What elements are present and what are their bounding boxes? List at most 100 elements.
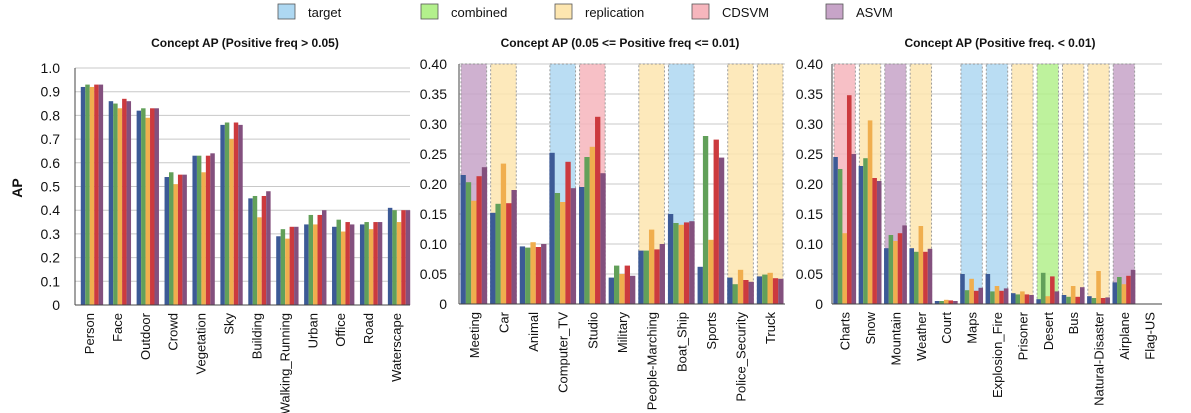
bar — [136, 110, 142, 305]
bar — [1061, 295, 1067, 304]
chart-title: Concept AP (Positive freq > 0.05) — [151, 36, 339, 50]
bar — [196, 155, 202, 305]
highlight-box — [960, 63, 983, 305]
bar — [359, 224, 365, 305]
y-tick-label: 0.05 — [420, 266, 447, 282]
bar — [643, 250, 649, 304]
bar — [471, 200, 477, 304]
bar — [1121, 284, 1127, 304]
y-tick-label: 0.10 — [796, 236, 823, 252]
legend-item-replication: replication — [554, 3, 644, 20]
x-tick-label: Sports — [704, 312, 719, 350]
bar — [978, 287, 984, 304]
y-axis-label: AP — [9, 178, 25, 197]
x-tick-label: Court — [939, 312, 954, 344]
bar — [1091, 298, 1097, 304]
highlight-box — [1036, 63, 1059, 305]
bar — [401, 210, 406, 305]
bar — [248, 198, 253, 305]
y-tick-label: 0.40 — [796, 56, 823, 72]
bar — [294, 226, 299, 305]
bar — [702, 136, 709, 304]
chart-panel-1: Concept AP (Positive freq > 0.05) 0 0.1 0.2… — [9, 36, 411, 413]
y-tick-label: 0.8 — [41, 107, 61, 123]
bar — [80, 86, 86, 306]
bar — [308, 214, 314, 305]
bar — [778, 278, 784, 304]
x-tick-label: Outdoor — [138, 312, 153, 360]
bar — [238, 124, 243, 305]
bar — [229, 139, 234, 305]
bar — [953, 301, 958, 304]
bar — [266, 191, 271, 305]
bar — [985, 274, 991, 304]
bar — [902, 225, 907, 304]
bar — [490, 212, 496, 304]
bar — [321, 210, 327, 305]
bar — [177, 174, 183, 305]
x-tick-label: Snow — [863, 311, 878, 344]
bar — [98, 84, 104, 305]
x-tick-label: Desert — [1041, 312, 1056, 351]
y-tick-label: 0.10 — [420, 236, 447, 252]
y-tick-label: 0 — [815, 296, 823, 312]
bar — [252, 195, 258, 305]
bar — [126, 101, 132, 306]
x-tick-label: Crowd — [166, 313, 181, 351]
bar — [1096, 271, 1101, 304]
bar — [108, 101, 114, 306]
bar — [994, 286, 1000, 304]
bar — [122, 98, 127, 305]
bar — [1087, 296, 1092, 304]
bar — [94, 84, 99, 305]
bar — [387, 207, 393, 305]
bar — [1126, 275, 1131, 304]
highlight-box — [1112, 63, 1136, 305]
bar — [863, 158, 868, 304]
x-tick-label: Meeting — [467, 312, 482, 358]
bar — [872, 178, 877, 304]
bar — [89, 86, 95, 306]
bar — [1020, 291, 1025, 304]
bar — [530, 242, 536, 304]
x-tick-label: Maps — [965, 312, 980, 344]
legend-swatch — [691, 3, 710, 20]
bar — [349, 224, 355, 305]
bar — [613, 265, 620, 304]
bar — [909, 248, 914, 304]
bar — [678, 224, 684, 304]
bar — [500, 163, 507, 304]
x-tick-label: Computer_TV — [556, 312, 571, 393]
x-tick-label: Person — [82, 313, 97, 354]
bar — [846, 95, 852, 304]
bar — [1112, 282, 1118, 304]
bar — [638, 250, 644, 304]
y-tick-label: 0 — [439, 296, 447, 312]
bar — [154, 108, 159, 305]
y-tick-label: 0.35 — [796, 86, 823, 102]
x-tick-label: Weather — [914, 311, 929, 361]
bar — [377, 222, 383, 305]
bar — [317, 214, 322, 305]
bar — [990, 291, 995, 304]
bar — [541, 244, 547, 304]
bar — [884, 248, 889, 304]
bar — [210, 153, 215, 305]
bar — [511, 190, 517, 304]
x-tick-label: Mountain — [888, 312, 903, 365]
legend-label: ASVM — [856, 5, 893, 20]
bar — [743, 280, 749, 304]
highlight-box — [1087, 63, 1110, 305]
bar — [205, 155, 211, 305]
legend-swatch — [277, 3, 296, 20]
bar — [332, 226, 337, 305]
bar — [560, 202, 566, 304]
bar — [1054, 291, 1060, 304]
x-tick-label: Prisoner — [1015, 311, 1030, 360]
bar — [842, 233, 847, 304]
bar — [969, 278, 974, 304]
x-tick-label: Boat_Ship — [674, 312, 689, 372]
bar — [164, 177, 170, 305]
y-tick-label: 0.4 — [41, 202, 61, 218]
bar — [1045, 296, 1051, 304]
